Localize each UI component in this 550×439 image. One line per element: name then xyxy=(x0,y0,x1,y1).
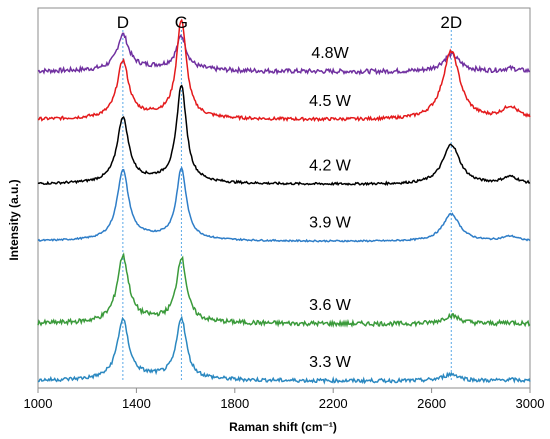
series-line xyxy=(37,315,531,385)
plot-area xyxy=(37,7,531,389)
peak-guide-lines xyxy=(122,30,452,380)
x-tick-label: 1000 xyxy=(24,396,53,411)
series-line xyxy=(37,18,531,123)
peak-label: D xyxy=(117,13,129,32)
peak-labels: D G 2D xyxy=(117,13,462,32)
series-labels: 4.8W 4.5 W 4.2 W 3.9 W 3.6 W 3.3 W xyxy=(309,45,352,371)
x-axis: 1000 1400 1800 2200 2600 3000 xyxy=(24,388,545,411)
x-tick-label: 1400 xyxy=(122,396,151,411)
series-line xyxy=(37,32,531,76)
series-label: 4.5 W xyxy=(309,93,352,110)
x-tick-label: 2600 xyxy=(417,396,446,411)
series-label: 4.2 W xyxy=(309,158,352,175)
series-line xyxy=(37,166,531,243)
series-line xyxy=(37,252,531,329)
series-label: 3.9 W xyxy=(309,215,352,232)
peak-label: G xyxy=(175,13,188,32)
series-lines xyxy=(37,18,531,385)
x-axis-title: Raman shift (cm⁻¹) xyxy=(229,420,337,434)
x-tick-label: 1800 xyxy=(220,396,249,411)
series-line xyxy=(37,84,531,187)
x-tick-label: 3000 xyxy=(516,396,545,411)
peak-label: 2D xyxy=(440,13,462,32)
series-label: 3.6 W xyxy=(309,297,352,314)
x-tick-label: 2200 xyxy=(319,396,348,411)
series-label: 4.8W xyxy=(311,45,349,62)
series-label: 3.3 W xyxy=(309,354,352,371)
y-axis-title: Intensity (a.u.) xyxy=(7,179,21,260)
plot-frame xyxy=(37,7,531,389)
